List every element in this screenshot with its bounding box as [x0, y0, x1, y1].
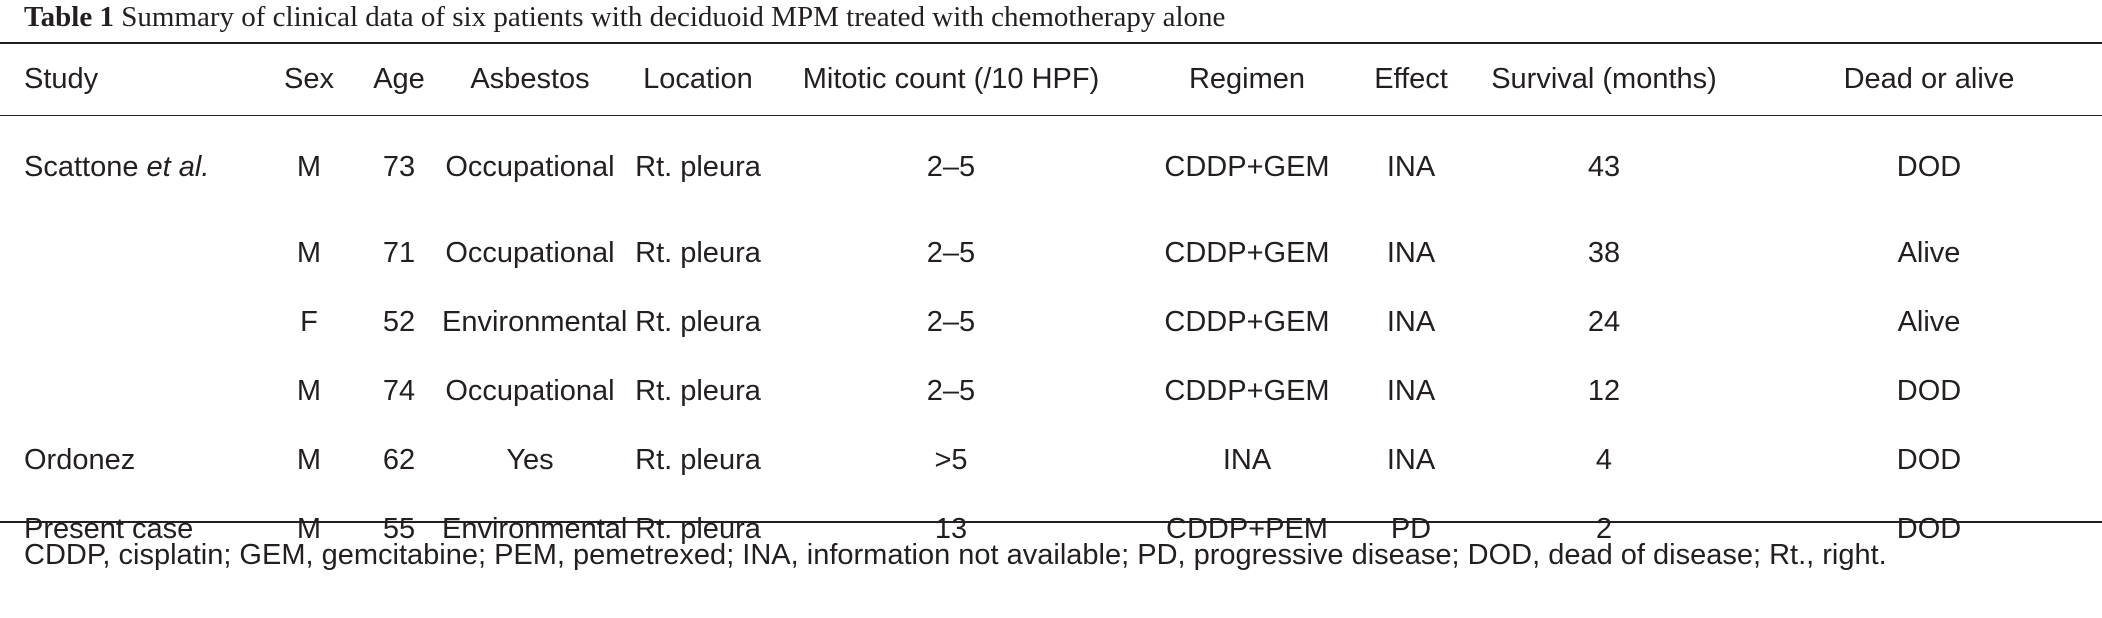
table-row: M 71 Occupational Rt. pleura 2–5 CDDP+GE…	[0, 219, 2102, 288]
cell-regimen: CDDP+PEM	[1166, 513, 1328, 545]
cell-sex: M	[296, 237, 322, 269]
cell-mitotic-count: 2–5	[926, 306, 976, 338]
cell-age: 71	[382, 237, 416, 269]
cell-location: Rt. pleura	[635, 375, 761, 407]
cell-effect: INA	[1386, 237, 1436, 269]
cell-study	[0, 219, 262, 288]
cell-survival: 2	[1595, 513, 1613, 545]
cell-age: 73	[382, 150, 416, 183]
header-location: Location	[643, 63, 753, 95]
header-asbestos: Asbestos	[470, 63, 590, 95]
cell-mitotic-count: 2–5	[926, 375, 976, 407]
table-row: Ordonez M 62 Yes Rt. pleura >5 INA INA 4…	[0, 426, 2102, 495]
cell-regimen: INA	[1222, 444, 1272, 476]
table-bottom-rule	[0, 521, 2102, 523]
cell-study	[0, 288, 262, 357]
header-sex: Sex	[284, 63, 334, 95]
cell-dead-or-alive: DOD	[1896, 444, 1962, 476]
cell-mitotic-count: 13	[934, 513, 968, 545]
cell-study: Scattone et al.	[0, 115, 262, 219]
cell-survival: 12	[1587, 375, 1621, 407]
study-name: Present case	[24, 513, 194, 545]
cell-dead-or-alive: DOD	[1896, 150, 1962, 183]
cell-asbestos: Yes	[506, 444, 554, 476]
cell-regimen: CDDP+GEM	[1164, 237, 1330, 269]
table-header-row: Study Sex Age Asbestos Location Mitotic …	[0, 44, 2102, 115]
table-row: F 52 Environmental Rt. pleura 2–5 CDDP+G…	[0, 288, 2102, 357]
header-dead-or-alive: Dead or alive	[1843, 63, 2015, 95]
cell-location: Rt. pleura	[635, 150, 761, 183]
cell-effect: INA	[1386, 375, 1436, 407]
cell-survival: 4	[1595, 444, 1613, 476]
cell-asbestos: Environmental	[442, 306, 628, 338]
cell-survival: 38	[1587, 237, 1621, 269]
cell-asbestos: Environmental	[442, 513, 628, 545]
cell-age: 74	[382, 375, 416, 407]
header-survival: Survival (months)	[1491, 63, 1717, 95]
table-caption: Table 1 Summary of clinical data of six …	[24, 0, 1225, 34]
cell-survival: 43	[1587, 150, 1621, 183]
header-mitotic-count: Mitotic count (/10 HPF)	[802, 63, 1100, 95]
table-top-rule	[0, 42, 2102, 44]
cell-sex: M	[296, 150, 322, 183]
table-row: Present case M 55 Environmental Rt. pleu…	[0, 495, 2102, 564]
cell-asbestos: Occupational	[445, 375, 615, 407]
cell-location: Rt. pleura	[635, 513, 761, 545]
cell-asbestos: Occupational	[445, 150, 615, 183]
cell-age: 55	[382, 513, 416, 545]
cell-location: Rt. pleura	[635, 444, 761, 476]
header-study: Study	[24, 63, 99, 95]
table-header-rule	[0, 115, 2102, 116]
cell-sex: M	[296, 375, 322, 407]
cell-effect: INA	[1386, 444, 1436, 476]
cell-sex: M	[296, 513, 322, 545]
table-caption-label: Table 1	[24, 1, 114, 33]
study-name: Ordonez	[24, 444, 136, 476]
cell-age: 62	[382, 444, 416, 476]
cell-study: Ordonez	[0, 426, 262, 495]
cell-effect: INA	[1386, 306, 1436, 338]
header-regimen: Regimen	[1188, 63, 1306, 95]
cell-mitotic-count: 2–5	[926, 237, 976, 269]
study-name: Scattone	[24, 150, 147, 183]
table-footnote: CDDP, cisplatin; GEM, gemcitabine; PEM, …	[24, 539, 1887, 571]
header-effect: Effect	[1374, 63, 1448, 95]
cell-sex: F	[300, 306, 318, 338]
cell-study: Present case	[0, 495, 262, 564]
cell-location: Rt. pleura	[635, 237, 761, 269]
cell-dead-or-alive: DOD	[1896, 375, 1962, 407]
cell-sex: M	[296, 444, 322, 476]
cell-effect: INA	[1386, 150, 1436, 183]
cell-age: 52	[382, 306, 416, 338]
study-name-italic: et al.	[146, 150, 210, 183]
cell-survival: 24	[1587, 306, 1621, 338]
cell-asbestos: Occupational	[445, 237, 615, 269]
cell-study	[0, 357, 262, 426]
cell-dead-or-alive: DOD	[1896, 513, 1962, 545]
cell-effect: PD	[1390, 513, 1432, 545]
cell-regimen: CDDP+GEM	[1164, 150, 1330, 183]
cell-mitotic-count: 2–5	[926, 150, 976, 183]
cell-mitotic-count: >5	[934, 444, 968, 476]
cell-dead-or-alive: Alive	[1897, 306, 1961, 338]
clinical-data-table: Study Sex Age Asbestos Location Mitotic …	[0, 44, 2102, 564]
cell-regimen: CDDP+GEM	[1164, 375, 1330, 407]
header-age: Age	[373, 63, 425, 95]
table-row: Scattone et al. M 73 Occupational Rt. pl…	[0, 115, 2102, 219]
cell-dead-or-alive: Alive	[1897, 237, 1961, 269]
table-row: M 74 Occupational Rt. pleura 2–5 CDDP+GE…	[0, 357, 2102, 426]
cell-location: Rt. pleura	[635, 306, 761, 338]
table-caption-text: Summary of clinical data of six patients…	[121, 1, 1226, 33]
cell-regimen: CDDP+GEM	[1164, 306, 1330, 338]
